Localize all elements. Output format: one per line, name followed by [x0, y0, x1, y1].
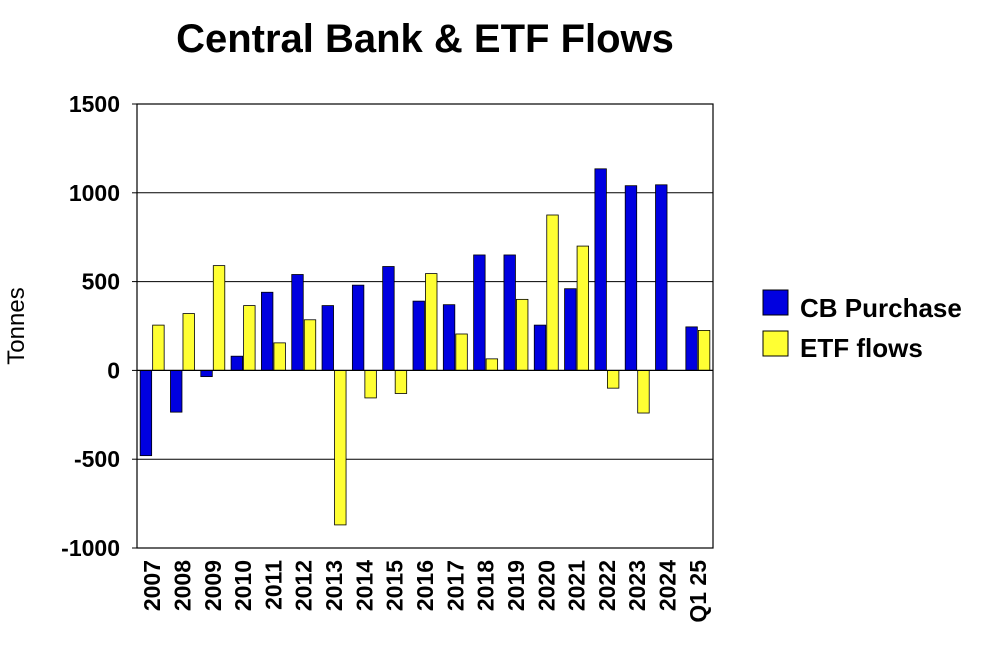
x-tick-label: 2007 — [139, 560, 165, 611]
y-axis-label: Tonnes — [3, 287, 30, 364]
cb-purchase-bar-2016 — [412, 300, 425, 371]
x-tick-label: 2015 — [382, 560, 408, 611]
etf-flows-bar-2023 — [637, 369, 650, 414]
y-tick-label: 0 — [107, 357, 120, 383]
legend: CB Purchase ETF flows — [762, 289, 962, 363]
cb-purchase-bar-2020 — [533, 324, 547, 371]
x-tick-label: 2017 — [442, 560, 468, 611]
x-tick-label: 2009 — [200, 560, 226, 611]
x-tick-label: 2019 — [503, 560, 529, 611]
cb-purchase-bar-2012 — [291, 274, 304, 371]
etf-flows-bar-2009 — [212, 265, 226, 371]
x-tick-label: 2012 — [291, 560, 317, 611]
cb-purchase-bar-2007 — [139, 369, 153, 457]
legend-label-etf-flows: ETF flows — [800, 333, 923, 363]
x-tick-label: 2013 — [321, 560, 347, 611]
cb-purchase-bar-2023 — [624, 185, 638, 371]
cb-purchase-bar-q1-25 — [685, 326, 698, 371]
cb-purchase-bar-2022 — [594, 168, 607, 371]
grid-lines — [137, 192, 713, 460]
etf-flows-bar-2019 — [516, 298, 529, 371]
x-tick-label: 2018 — [473, 560, 499, 611]
y-tick-label: -500 — [74, 446, 120, 472]
etf-flows-bar-2017 — [455, 333, 468, 371]
chart-title: Central Bank & ETF Flows — [176, 17, 674, 61]
x-tick-label: 2021 — [564, 560, 590, 611]
etf-flows-bar-2007 — [152, 324, 165, 371]
etf-flows-bar-2020 — [546, 214, 559, 371]
bars — [139, 168, 711, 526]
legend-label-cb-purchase: CB Purchase — [800, 293, 962, 323]
x-tick-label: 2010 — [230, 560, 256, 611]
etf-flows-bar-2021 — [576, 245, 589, 371]
x-axis-ticks: 2007 2008 2009 2010 2011 2012 2013 2014 2015 2016… — [139, 560, 711, 623]
x-tick-label: 2020 — [533, 560, 559, 611]
etf-flows-bar-2016 — [425, 273, 438, 371]
cb-purchase-bar-2009 — [200, 369, 213, 378]
etf-flows-bar-q1-25 — [697, 330, 711, 371]
y-axis-ticks: 1500 1000 500 0 -500 -1000 — [61, 91, 137, 561]
cb-purchase-bar-2011 — [261, 291, 274, 371]
cb-purchase-bar-2010 — [230, 355, 244, 371]
etf-flows-bar-2013 — [334, 369, 347, 526]
x-tick-label: Q1 25 — [685, 560, 711, 623]
etf-flows-bar-2015 — [394, 369, 408, 394]
y-tick-label: -1000 — [61, 535, 120, 561]
etf-flows-bar-2022 — [606, 369, 620, 389]
cb-purchase-bar-2018 — [473, 254, 486, 371]
cb-purchase-bar-2019 — [503, 254, 516, 371]
plot-frame — [136, 103, 714, 549]
x-tick-label: 2014 — [351, 560, 377, 611]
y-tick-label: 1000 — [69, 180, 120, 206]
cb-purchase-bar-2017 — [442, 304, 456, 371]
cb-purchase-bar-2014 — [351, 284, 365, 371]
etf-flows-bar-2018 — [485, 358, 499, 371]
cb-purchase-bar-2008 — [170, 369, 183, 413]
x-tick-label: 2016 — [412, 560, 438, 611]
cb-purchase-bar-2015 — [382, 266, 395, 371]
x-tick-label: 2024 — [655, 560, 681, 611]
cb-purchase-bar-2024 — [655, 184, 668, 371]
etf-flows-bar-2010 — [243, 305, 256, 371]
etf-flows-bar-2008 — [182, 313, 195, 371]
etf-flows-bar-2011 — [273, 342, 286, 371]
x-tick-label: 2008 — [169, 560, 195, 611]
legend-swatch-etf-flows — [762, 330, 789, 357]
cb-purchase-bar-2013 — [321, 305, 334, 371]
x-tick-label: 2022 — [594, 560, 620, 611]
cb-purchase-bar-2021 — [564, 288, 577, 371]
y-tick-label: 1500 — [69, 91, 120, 117]
legend-swatch-cb-purchase — [762, 289, 789, 316]
x-tick-label: 2011 — [260, 560, 286, 610]
etf-flows-bar-2014 — [364, 369, 377, 399]
x-tick-label: 2023 — [624, 560, 650, 611]
y-tick-label: 500 — [82, 269, 120, 295]
etf-flows-bar-2012 — [303, 319, 317, 371]
